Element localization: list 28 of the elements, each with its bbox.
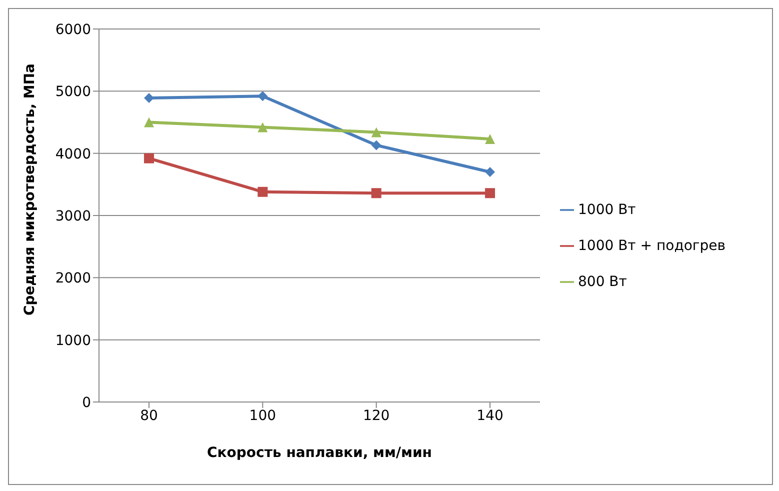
point bbox=[371, 188, 382, 198]
y-tick-label: 0 bbox=[82, 394, 91, 411]
point bbox=[258, 91, 268, 102]
y-axis-title: Средняя микротвердость, МПа bbox=[22, 64, 38, 316]
y-tick-label: 5000 bbox=[55, 84, 91, 100]
legend-label: 800 Вт bbox=[578, 274, 627, 290]
legend-label: 1000 Вт bbox=[578, 202, 636, 218]
point bbox=[258, 186, 268, 197]
point bbox=[371, 127, 382, 138]
point bbox=[144, 93, 154, 104]
point bbox=[371, 140, 382, 150]
x-tick-label: 80 bbox=[140, 408, 158, 424]
y-tick-label: 2000 bbox=[55, 270, 91, 287]
y-tick-label: 4000 bbox=[55, 146, 91, 162]
point bbox=[485, 134, 495, 144]
x-axis-title: Скорость наплавки, мм/мин bbox=[207, 445, 432, 461]
point bbox=[144, 153, 154, 164]
point bbox=[144, 117, 154, 128]
y-tick-label: 3000 bbox=[55, 208, 91, 224]
y-tick-label: 1000 bbox=[55, 332, 91, 349]
x-tick-label: 140 bbox=[476, 408, 504, 424]
point bbox=[258, 122, 268, 132]
point bbox=[485, 166, 495, 177]
y-tick-label: 6000 bbox=[55, 22, 91, 38]
x-tick-label: 120 bbox=[362, 408, 390, 424]
x-tick-label: 100 bbox=[249, 408, 276, 424]
point bbox=[485, 188, 495, 198]
legend-label: 1000 Вт + подогрев bbox=[578, 238, 726, 254]
